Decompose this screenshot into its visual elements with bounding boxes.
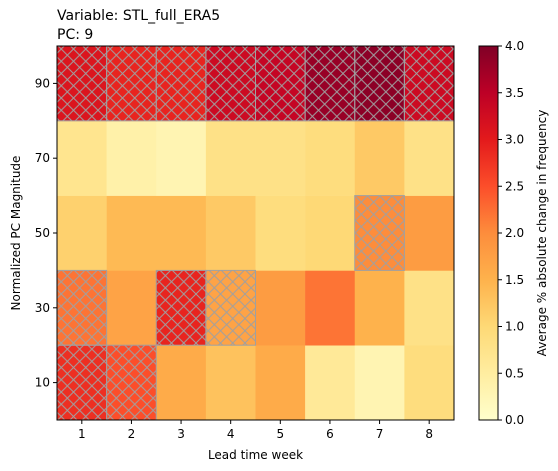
heatmap-cell-30-8 [404,270,455,346]
heatmap-cell-70-6 [305,120,356,196]
heatmap-cell-30-7 [354,270,405,346]
heatmap-cell-70-5 [255,120,306,196]
significance-hatch-50-7 [354,195,405,271]
x-tick-label: 2 [128,427,136,441]
significance-hatch-90-4 [205,45,257,122]
significance-hatch-10-1 [56,344,108,421]
heatmap-cell-50-4 [205,195,256,271]
x-axis-ticks: 1 2 3 4 5 6 7 8 [78,420,433,441]
x-tick-label: 1 [78,427,86,441]
significance-hatch-10-2 [106,344,157,421]
heatmap-cell-30-5 [255,270,306,346]
colorbar-tick-label: 3.0 [505,133,524,147]
heatmap-cell-70-4 [205,120,256,196]
heatmap-cell-70-8 [404,120,455,196]
heatmap-cell-50-2 [106,195,157,271]
y-tick-label: 70 [35,151,50,165]
heatmap-cell-70-2 [106,120,157,196]
significance-hatch-90-2 [106,45,157,122]
significance-hatch-90-7 [354,45,405,122]
significance-hatch-30-1 [56,269,108,346]
y-axis-label: Normalized PC Magnitude [9,156,23,311]
heatmap-cell-50-8 [404,195,455,271]
significance-hatch-90-6 [304,45,356,122]
heatmap-cell-10-7 [354,345,405,421]
colorbar-tick-label: 3.5 [505,86,524,100]
colorbar-tick-label: 0.5 [505,366,524,380]
colorbar-ticks: 0.0 0.5 1.0 1.5 2.0 2.5 3.0 3.5 4.0 [498,39,524,427]
colorbar-tick-label: 4.0 [505,39,524,53]
heatmap-cell-10-4 [205,345,256,421]
colorbar-label: Average % absolute change in frequency [535,110,549,357]
heatmap-cell-70-1 [57,120,107,196]
x-tick-label: 3 [177,427,185,441]
chart-title-line-2: PC: 9 [57,27,93,43]
colorbar-tick-label: 0.0 [505,413,524,427]
colorbar-tick-label: 2.0 [505,226,524,240]
colorbar-tick-label: 1.5 [505,273,524,287]
heatmap-cell-10-3 [156,345,207,421]
colorbar-tick-label: 2.5 [505,179,524,193]
hatch-overlays [56,45,455,421]
x-axis-label: Lead time week [208,448,303,462]
heatmap-cell-30-6 [305,270,356,346]
heatmap-cell-70-3 [156,120,207,196]
significance-hatch-90-3 [155,45,207,122]
x-tick-label: 8 [425,427,433,441]
significance-hatch-30-3 [155,269,207,346]
significance-hatch-90-5 [255,45,306,122]
x-tick-label: 5 [276,427,284,441]
heatmap-cell-10-5 [255,345,306,421]
heatmap-cell-30-2 [106,270,157,346]
significance-hatch-30-4 [205,269,257,346]
chart-title-line-1: Variable: STL_full_ERA5 [57,8,220,24]
x-tick-label: 7 [376,427,384,441]
y-tick-label: 90 [35,76,50,90]
heatmap-cell-50-6 [305,195,356,271]
y-tick-label: 50 [35,226,50,240]
significance-hatch-90-1 [56,45,108,122]
heatmap-cell-10-6 [305,345,356,421]
y-tick-label: 10 [35,376,50,390]
y-axis-ticks: 10 30 50 70 90 [35,76,57,390]
y-tick-label: 30 [35,301,50,315]
x-tick-label: 4 [227,427,235,441]
heatmap-cell-70-7 [354,120,405,196]
significance-hatch-90-8 [403,45,455,122]
heatmap-cell-50-1 [57,195,107,271]
heatmap-cell-10-8 [404,345,455,421]
heatmap-cell-50-3 [156,195,207,271]
colorbar [478,45,499,421]
x-tick-label: 6 [326,427,334,441]
colorbar-tick-label: 1.0 [505,320,524,334]
heatmap-cell-50-5 [255,195,306,271]
